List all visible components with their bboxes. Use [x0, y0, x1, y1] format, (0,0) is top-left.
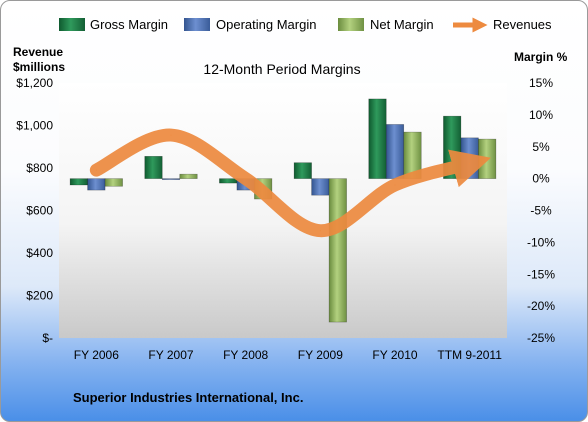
- left-tick-label: $400: [26, 246, 53, 260]
- left-tick-label: $1,200: [16, 76, 53, 90]
- legend-label-operating-margin: Operating Margin: [216, 17, 316, 32]
- left-axis-title-line1: Revenue: [13, 45, 63, 59]
- right-tick-label: -10%: [527, 235, 555, 249]
- legend-item-revenues: Revenues: [453, 17, 552, 33]
- revenue-point: [469, 163, 471, 165]
- right-tick-label: -5%: [530, 204, 552, 218]
- revenue-point: [394, 184, 396, 186]
- bar-gross-margin: [368, 98, 387, 179]
- category-label: FY 2007: [148, 348, 193, 362]
- bar-operating-margin: [311, 178, 330, 196]
- right-tick-label: 5%: [532, 140, 550, 154]
- legend-swatch-operating-margin: [184, 18, 210, 31]
- left-tick-label: $200: [26, 289, 53, 303]
- legend-item-gross-margin: Gross Margin: [59, 17, 168, 32]
- right-tick-label: 0%: [532, 172, 550, 186]
- revenue-point: [170, 134, 172, 136]
- company-name: Superior Industries International, Inc.: [73, 390, 303, 405]
- right-tick-label: 10%: [529, 108, 553, 122]
- legend-item-net-margin: Net Margin: [338, 17, 434, 32]
- left-axis-title-line2: $millions: [13, 60, 65, 74]
- revenue-series: [89, 128, 491, 238]
- category-labels: FY 2006 FY 2007 FY 2008 FY 2009 FY 2010 TTM 9…: [74, 348, 502, 362]
- category-label: FY 2006: [74, 348, 119, 362]
- right-tick-label: -15%: [527, 267, 555, 281]
- legend-swatch-net-margin: [338, 18, 364, 31]
- revenue-point: [245, 178, 247, 180]
- left-axis-ticks: $- $200 $400 $600 $800 $1,000 $1,200: [16, 76, 53, 345]
- category-label: FY 2008: [223, 348, 268, 362]
- left-tick-label: $1,000: [16, 119, 53, 133]
- bar-gross-margin: [69, 178, 88, 186]
- category-label: FY 2009: [298, 348, 343, 362]
- bar-net-margin: [104, 178, 123, 187]
- revenue-point: [319, 230, 321, 232]
- right-tick-label: -25%: [527, 331, 555, 345]
- legend-label-gross-margin: Gross Margin: [90, 17, 168, 32]
- bar-operating-margin: [385, 124, 405, 179]
- right-axis-ticks: 15% 10% 5% 0% -5% -10% -15% -20% -25%: [527, 76, 555, 345]
- bar-net-margin: [328, 178, 347, 323]
- legend-label-net-margin: Net Margin: [370, 17, 434, 32]
- revenue-line: [89, 128, 491, 238]
- bar-net-margin: [478, 138, 497, 179]
- legend-label-revenues: Revenues: [493, 17, 552, 32]
- bar-gross-margin: [144, 156, 163, 179]
- right-tick-label: 15%: [529, 76, 553, 90]
- bar-gross-margin: [219, 178, 238, 184]
- category-label: TTM 9-2011: [437, 348, 502, 362]
- left-tick-label: $800: [26, 161, 53, 175]
- revenue-point: [95, 169, 97, 171]
- bar-gross-margin: [293, 162, 312, 179]
- bar-net-margin: [179, 173, 198, 179]
- legend-item-operating-margin: Operating Margin: [184, 17, 316, 32]
- left-tick-label: $600: [26, 204, 53, 218]
- legend-swatch-gross-margin: [59, 18, 85, 31]
- chart-title: 12-Month Period Margins: [203, 61, 360, 77]
- bar-operating-margin: [161, 178, 181, 180]
- bar-operating-margin: [87, 178, 106, 191]
- left-tick-label: $-: [42, 331, 53, 345]
- right-tick-label: -20%: [527, 299, 555, 313]
- legend: Gross Margin Operating Margin Net Margin…: [59, 17, 552, 33]
- category-label: FY 2010: [372, 348, 417, 362]
- right-axis-title: Margin %: [514, 50, 568, 64]
